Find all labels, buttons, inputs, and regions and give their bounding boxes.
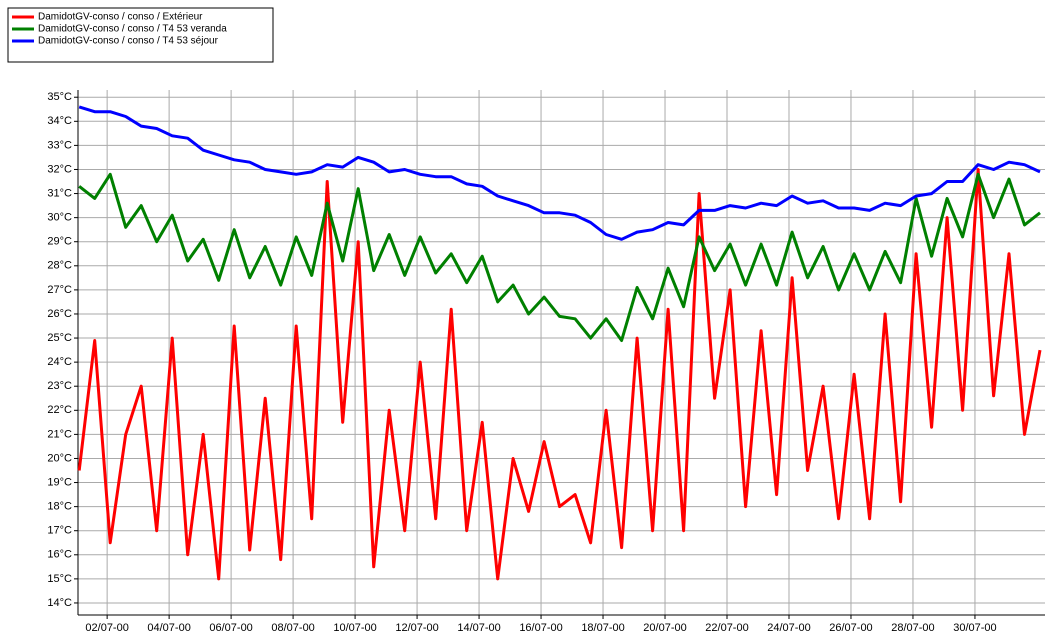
y-tick-label: 19°C — [47, 476, 72, 488]
legend-label: DamidotGV-conso / conso / T4 53 veranda — [38, 24, 227, 35]
x-tick-label: 18/07-00 — [581, 622, 624, 634]
x-tick-label: 08/07-00 — [271, 622, 314, 634]
y-tick-label: 29°C — [47, 236, 72, 248]
x-tick-label: 12/07-00 — [395, 622, 438, 634]
series-line — [78, 172, 1041, 342]
y-tick-label: 20°C — [47, 452, 72, 464]
y-tick-label: 21°C — [47, 428, 72, 440]
y-tick-label: 27°C — [47, 284, 72, 296]
y-tick-label: 14°C — [47, 597, 72, 609]
x-tick-label: 14/07-00 — [457, 622, 500, 634]
y-tick-label: 24°C — [47, 356, 72, 368]
series-line — [78, 105, 1041, 241]
x-tick-label: 30/07-00 — [953, 622, 996, 634]
y-tick-label: 31°C — [47, 187, 72, 199]
x-tick-label: 26/07-00 — [829, 622, 872, 634]
y-tick-label: 25°C — [47, 332, 72, 344]
x-tick-label: 24/07-00 — [767, 622, 810, 634]
x-tick-label: 02/07-00 — [85, 622, 128, 634]
y-tick-label: 16°C — [47, 549, 72, 561]
x-tick-label: 28/07-00 — [891, 622, 934, 634]
series-line — [77, 168, 1042, 581]
y-tick-label: 15°C — [47, 573, 72, 585]
y-tick-label: 32°C — [47, 163, 72, 175]
y-tick-label: 30°C — [47, 212, 72, 224]
y-tick-label: 17°C — [47, 525, 72, 537]
y-tick-label: 26°C — [47, 308, 72, 320]
legend-label: DamidotGV-conso / conso / Extérieur — [38, 12, 203, 23]
x-tick-label: 16/07-00 — [519, 622, 562, 634]
legend-label: DamidotGV-conso / conso / T4 53 séjour — [38, 36, 219, 47]
legend-box — [7, 7, 274, 63]
x-tick-label: 04/07-00 — [147, 622, 190, 634]
x-tick-label: 10/07-00 — [333, 622, 376, 634]
y-tick-label: 33°C — [47, 139, 72, 151]
x-tick-label: 22/07-00 — [705, 622, 748, 634]
x-tick-label: 20/07-00 — [643, 622, 686, 634]
y-tick-label: 23°C — [47, 380, 72, 392]
x-tick-label: 06/07-00 — [209, 622, 252, 634]
y-tick-label: 28°C — [47, 260, 72, 272]
y-tick-label: 22°C — [47, 404, 72, 416]
y-tick-label: 35°C — [47, 91, 72, 103]
y-tick-label: 34°C — [47, 115, 72, 127]
y-tick-label: 18°C — [47, 501, 72, 513]
